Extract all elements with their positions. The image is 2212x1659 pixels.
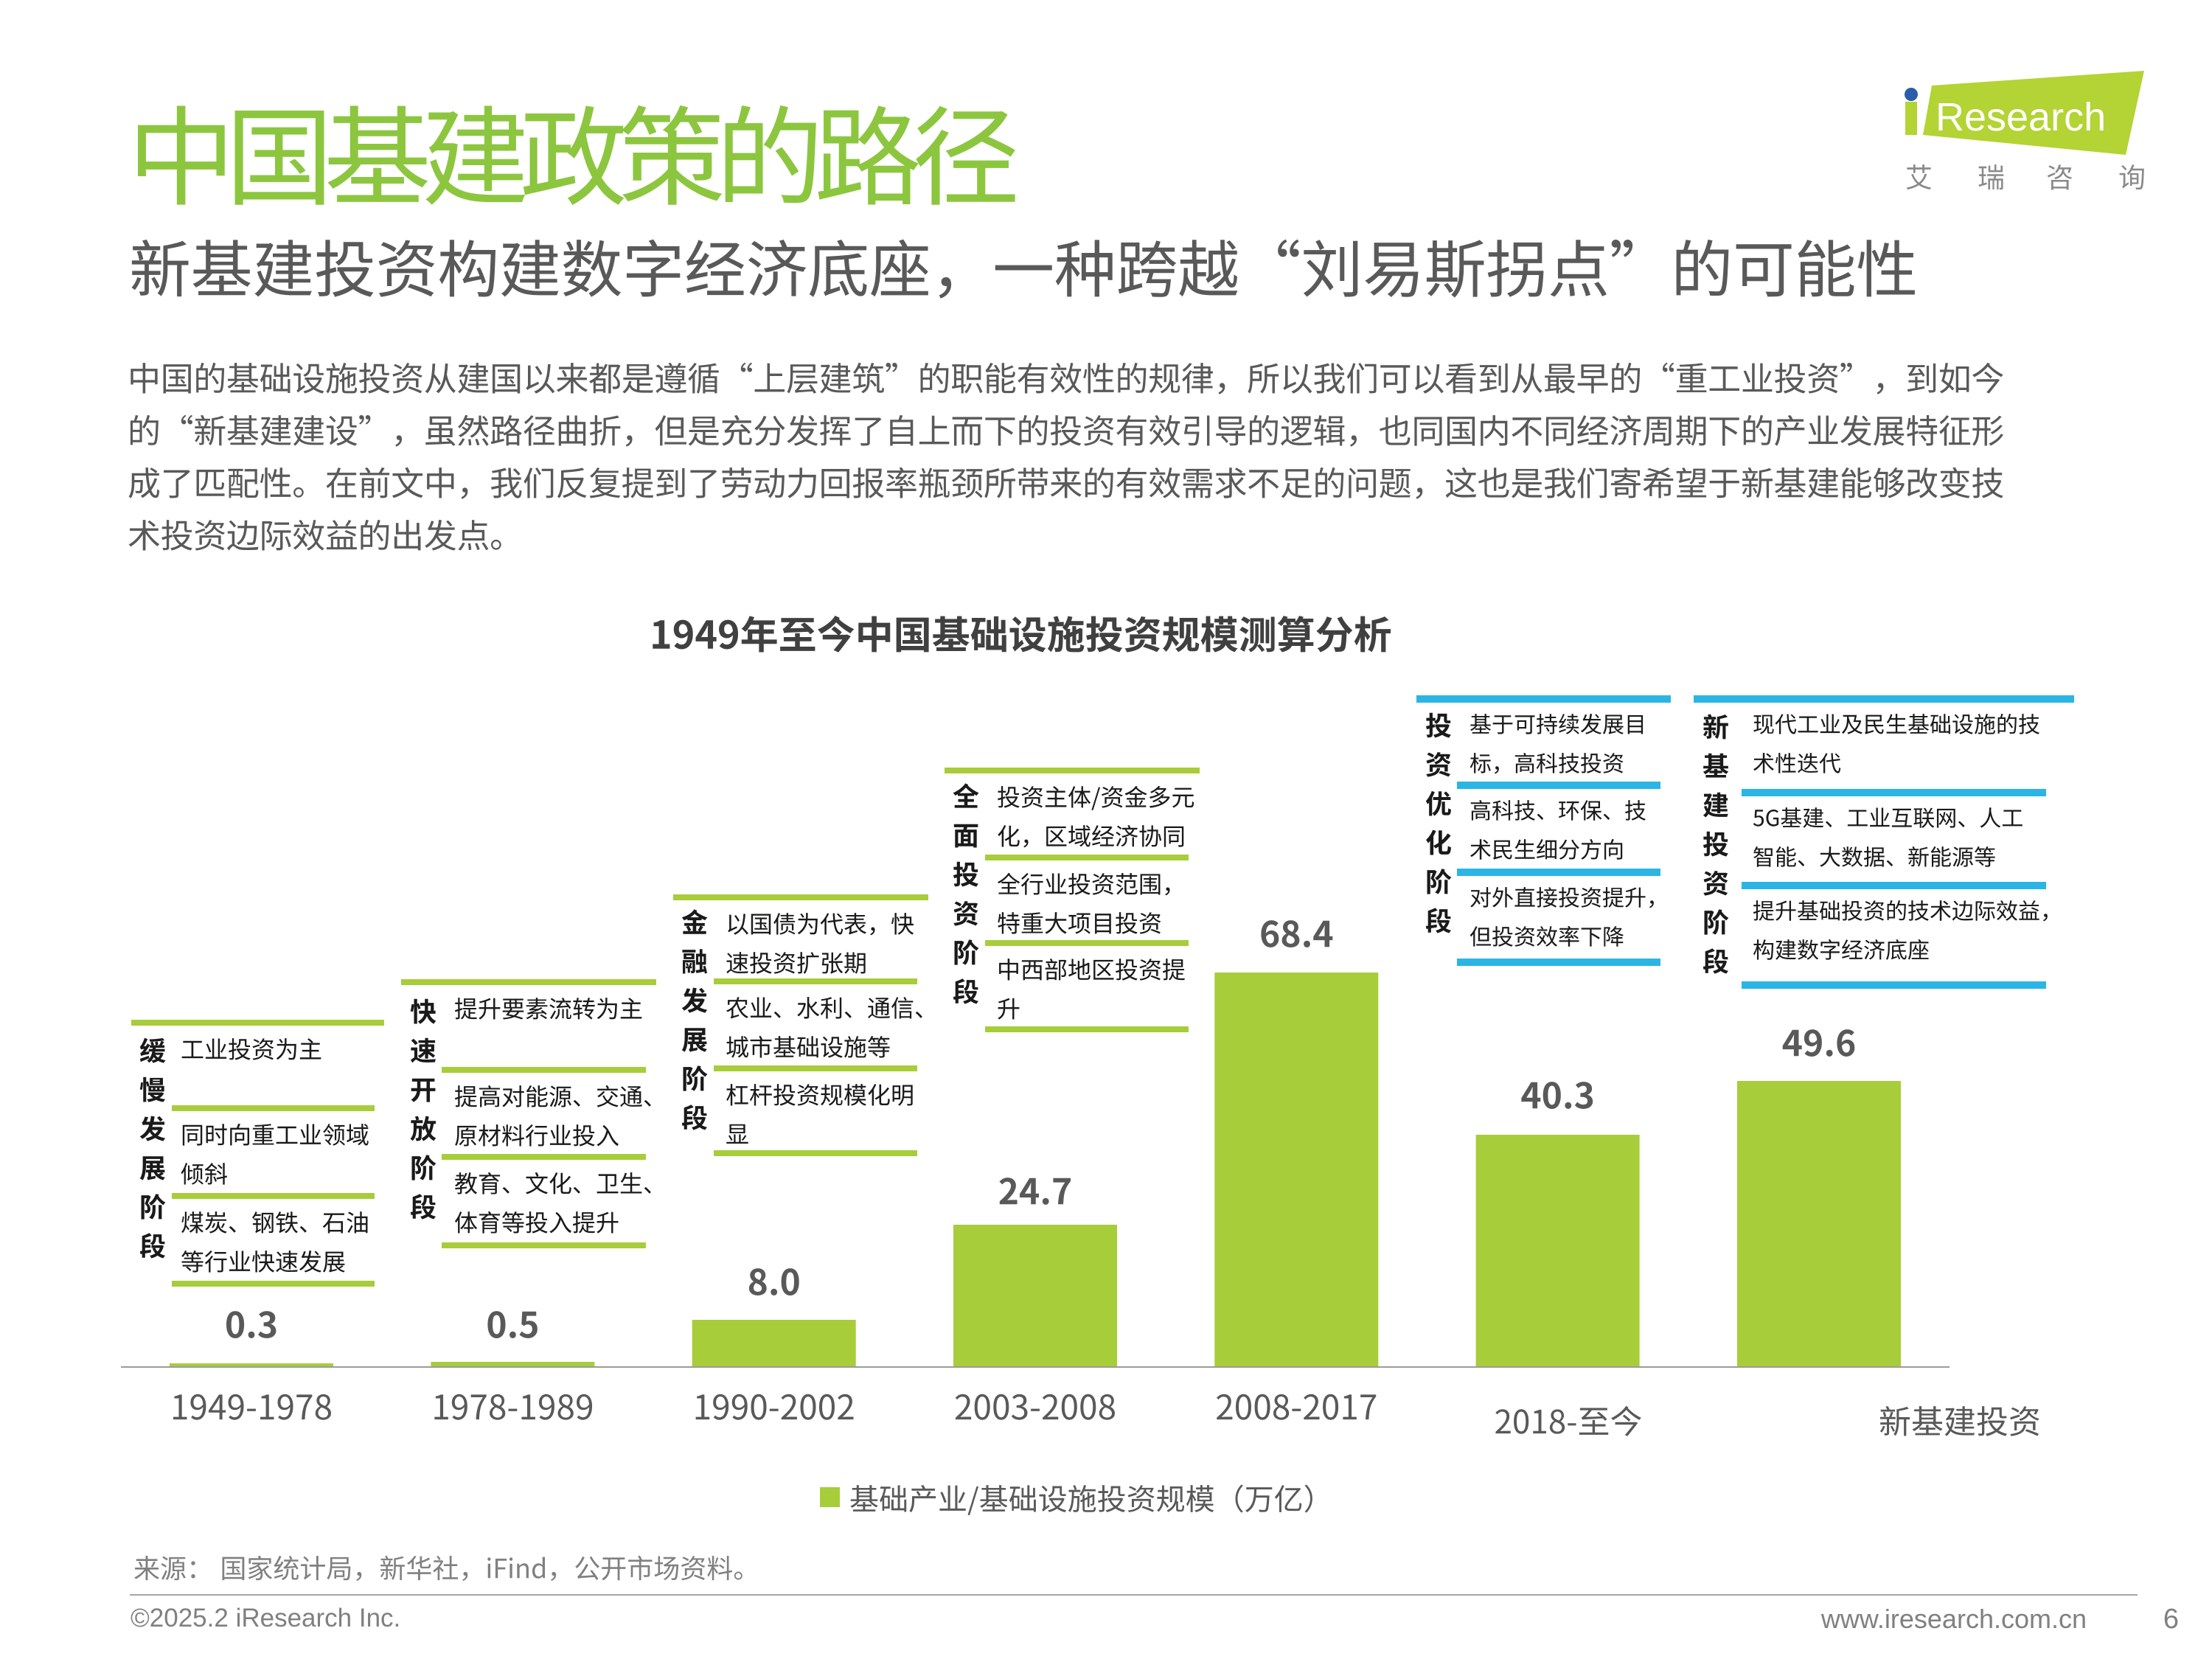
svg-text:Research: Research (1935, 95, 2106, 139)
svg-text:www.iresearch.com.cn: www.iresearch.com.cn (1820, 1604, 2087, 1634)
svg-text:6: 6 (2163, 1604, 2179, 1635)
svg-text:©2025.2 iResearch Inc.: ©2025.2 iResearch Inc. (131, 1604, 400, 1632)
